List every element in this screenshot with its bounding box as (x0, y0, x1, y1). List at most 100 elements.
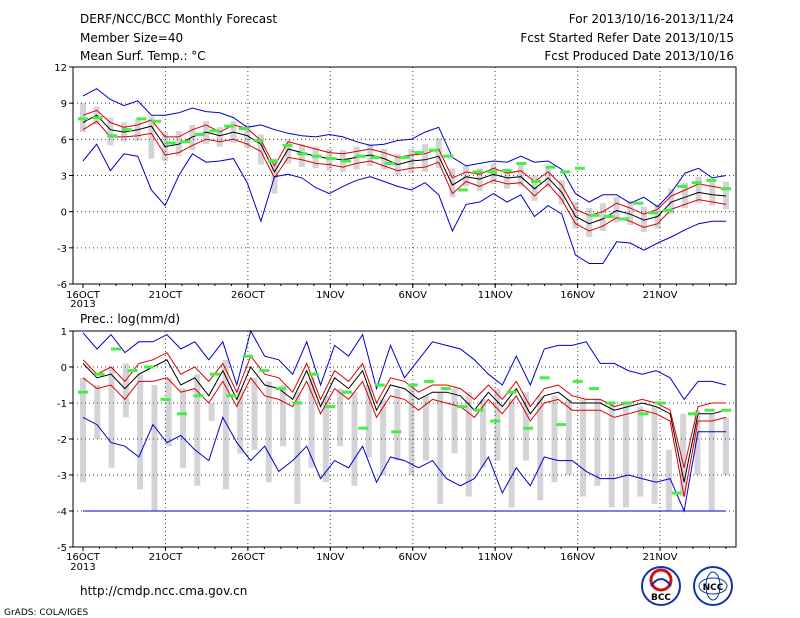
y-tick-label: 3 (61, 172, 67, 183)
spread-box (681, 182, 688, 209)
spread-box (723, 181, 729, 210)
spread-box (175, 130, 182, 157)
series-line-mean (82, 359, 727, 483)
spread-box (565, 399, 572, 475)
spread-box (622, 403, 629, 508)
grads-credit: GrADS: COLA/IGES (4, 608, 88, 618)
spread-box (594, 399, 601, 486)
spread-box (194, 374, 201, 486)
spread-box (122, 363, 129, 418)
spread-box (294, 392, 301, 504)
spread-box (551, 395, 558, 483)
y-tick-label: 1 (61, 327, 67, 338)
spread-box (257, 134, 264, 165)
spread-box (586, 208, 593, 237)
spread-box (308, 377, 315, 468)
spread-box (668, 188, 675, 215)
spread-box (108, 367, 115, 468)
header-title: DERF/NCC/BCC Monthly Forecast (80, 12, 277, 26)
y-tick-label: 6 (61, 135, 67, 146)
ncc-logo: NCC (693, 566, 733, 606)
x-tick-label: 26OCT (231, 552, 266, 563)
spread-box (476, 168, 483, 192)
series-line-mean (82, 114, 727, 225)
spread-box (148, 116, 155, 159)
spread-box (599, 203, 606, 231)
spread-box (463, 165, 470, 187)
spread-box (151, 385, 158, 511)
spread-box (665, 449, 672, 511)
y-tick-label: 0 (61, 363, 67, 374)
spread-box (222, 359, 229, 490)
spread-box (285, 139, 292, 164)
footer-url: http://cmdp.ncc.cma.gov.cn (80, 584, 247, 598)
y-tick-label: 9 (61, 99, 67, 110)
x-tick-label: 11NOV (478, 290, 513, 301)
spread-box (640, 206, 647, 233)
spread-box (134, 120, 141, 141)
spread-box (480, 399, 487, 468)
spread-box (216, 127, 223, 147)
x-year-label: 2013 (70, 299, 95, 310)
x-tick-label: 16NOV (560, 552, 595, 563)
series-line-min (82, 416, 726, 513)
spread-box (708, 413, 715, 511)
spread-box (490, 163, 497, 184)
spread-box (408, 385, 415, 475)
spread-box (451, 388, 458, 454)
series-line-sd_hi (82, 351, 726, 468)
spread-box (508, 399, 515, 508)
spread-box (422, 395, 429, 461)
y-tick-label: -6 (57, 280, 67, 291)
svg-text:NCC: NCC (703, 583, 724, 593)
plot-frame (72, 66, 737, 285)
spread-box (651, 406, 658, 504)
spread-box (694, 410, 701, 475)
x-tick-label: 21OCT (149, 552, 184, 563)
spread-box (465, 392, 472, 497)
spread-box (244, 124, 251, 148)
y-tick-label: -5 (57, 543, 67, 554)
y-tick-label: -2 (57, 435, 67, 446)
x-tick-label: 21NOV (643, 290, 678, 301)
x-tick-label: 1NOV (316, 552, 345, 563)
x-tick-label: 6NOV (399, 290, 428, 301)
spread-box (265, 381, 272, 483)
x-tick-label: 6NOV (399, 552, 428, 563)
spread-box (437, 392, 444, 504)
spread-box (572, 202, 579, 229)
header-variable: Mean Surf. Temp.: °C (80, 49, 206, 63)
header-member-size: Member Size=40 (80, 31, 183, 45)
bcc-logo: BCC (641, 566, 681, 606)
spread-box (203, 121, 210, 145)
spread-box (137, 374, 144, 490)
spread-box (449, 168, 456, 198)
header-period: For 2013/10/16-2013/11/24 (569, 12, 734, 26)
spread-box (165, 377, 172, 447)
precip-panel-title: Prec.: log(mm/d) (80, 312, 180, 326)
spread-box (695, 176, 702, 204)
x-tick-label: 16OCT (66, 552, 101, 563)
x-tick-label: 1NOV (316, 290, 345, 301)
spread-box (537, 395, 544, 501)
spread-box (422, 144, 429, 172)
header-start-date: Fcst Started Refer Date 2013/10/15 (520, 31, 734, 45)
spread-box (380, 148, 387, 170)
spread-box (613, 197, 620, 223)
spread-box (637, 406, 644, 497)
spread-box (180, 388, 187, 468)
x-tick-label: 21OCT (149, 290, 184, 301)
header-produced-date: Fcst Produced Date 2013/10/16 (544, 49, 734, 63)
spread-box (380, 399, 387, 475)
series-line-max (82, 329, 727, 401)
y-tick-label: -3 (57, 471, 67, 482)
spread-box (627, 200, 634, 225)
spread-box (189, 124, 196, 151)
x-tick-label: 26OCT (231, 290, 266, 301)
spread-box (337, 388, 344, 447)
spread-box (251, 377, 258, 450)
y-tick-label: -4 (57, 507, 67, 518)
